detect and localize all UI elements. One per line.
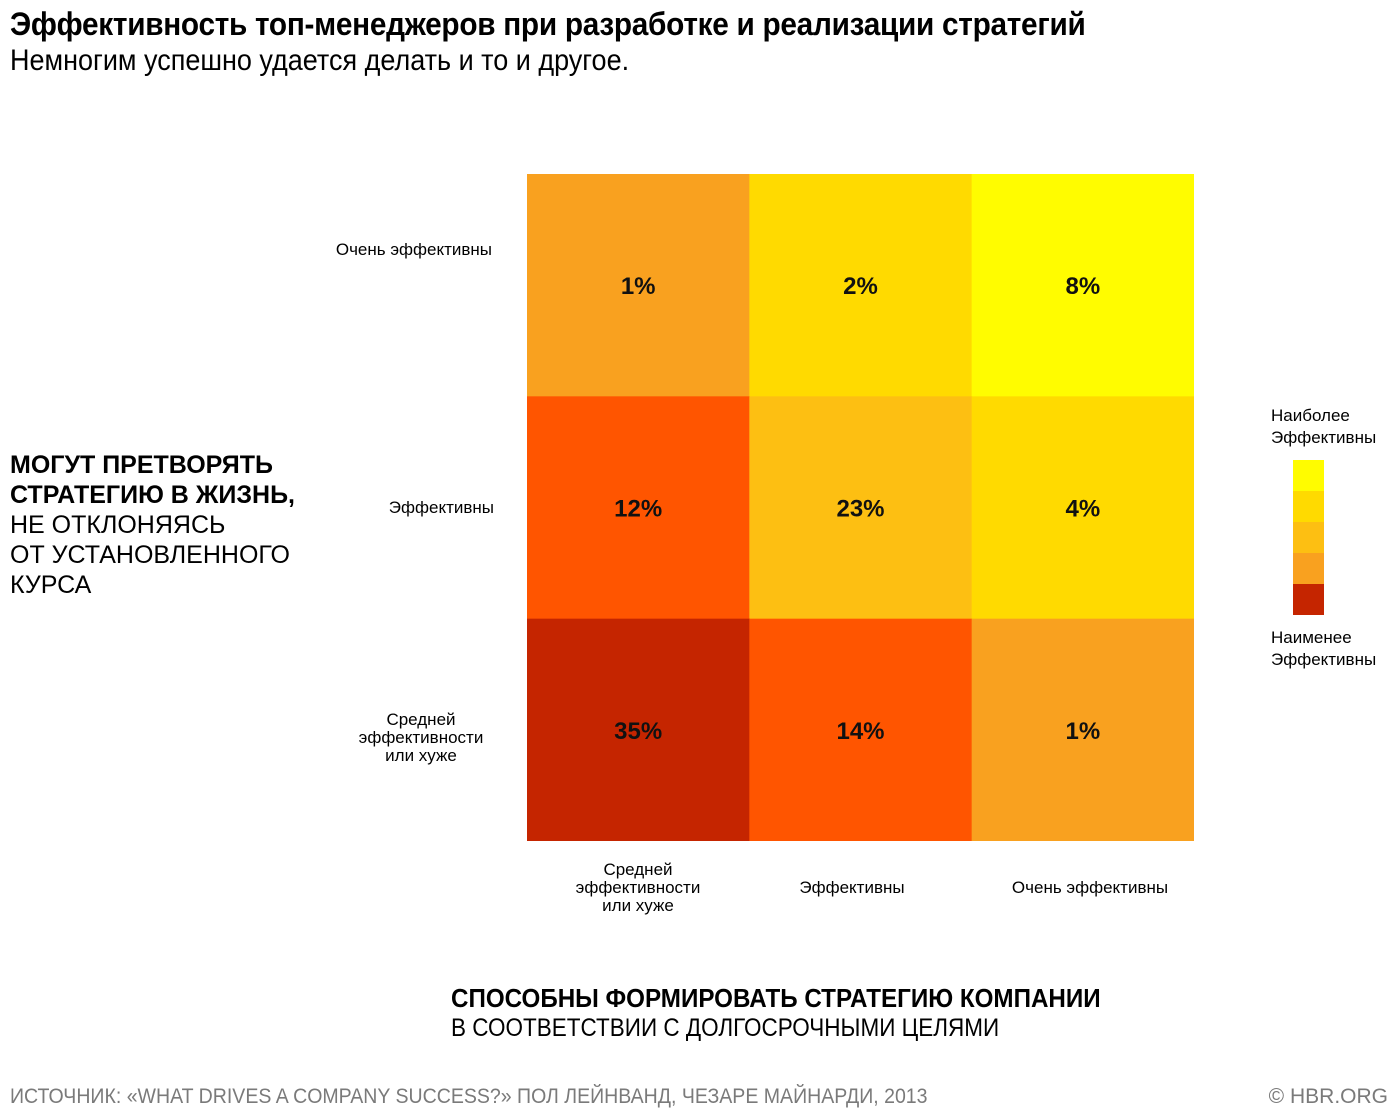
x-tick-label-line: Очень эффективны [1011, 878, 1169, 897]
heatmap-cell [749, 396, 973, 620]
y-axis-title-line: НЕ ОТКЛОНЯЯСЬ [10, 511, 226, 539]
heatmap-cell-value: 1% [621, 273, 656, 300]
y-tick-label-line: Эффективны [388, 498, 494, 517]
legend-swatch [1293, 522, 1324, 553]
heatmap-cell-value: 14% [836, 718, 884, 745]
heatmap: 1% 2% 8% 12% 23% 4% 35% 14% 1% [527, 174, 1194, 841]
y-tick-label-line: или хуже [385, 746, 457, 765]
x-tick-label-line: эффективности [575, 878, 701, 897]
heatmap-cell [971, 618, 1194, 841]
x-tick-label-line: или хуже [602, 896, 674, 915]
heatmap-cell [971, 396, 1194, 620]
heatmap-svg: 1% 2% 8% 12% 23% 4% 35% 14% 1% [527, 174, 1194, 841]
y-tick-label-effective: Эффективны [314, 499, 494, 517]
heatmap-cell-value: 12% [614, 496, 662, 523]
y-tick-label-average-or-worse: Средней эффективности или хуже [331, 711, 511, 765]
heatmap-cell [971, 174, 1194, 397]
chart-subtitle: Немногим успешно удается делать и то и д… [10, 44, 630, 77]
y-tick-label-line: Средней [386, 710, 456, 729]
x-tick-label-average-or-worse: Средней эффективности или хуже [527, 861, 749, 915]
legend-bottom-label: Наименее Эффективны [1271, 627, 1376, 671]
legend-label-line: Эффективны [1271, 428, 1377, 447]
legend-swatch [1293, 491, 1324, 522]
x-tick-label-very-effective: Очень эффективны [979, 879, 1201, 897]
heatmap-cell-value: 8% [1065, 273, 1100, 300]
y-axis-title-line: ОТ УСТАНОВЛЕННОГО [10, 541, 290, 569]
copyright-note: © HBR.ORG [1268, 1085, 1388, 1108]
legend-swatch [1293, 460, 1324, 491]
heatmap-cell-value: 2% [843, 273, 878, 300]
legend-swatch [1293, 553, 1324, 584]
y-axis-title-line: МОГУТ ПРЕТВОРЯТЬ [10, 451, 273, 479]
source-note: ИСТОЧНИК: «WHAT DRIVES A COMPANY SUCCESS… [10, 1085, 928, 1108]
legend-label-line: Наиболее [1271, 406, 1350, 425]
heatmap-cell [527, 396, 750, 620]
y-axis-title: МОГУТ ПРЕТВОРЯТЬ СТРАТЕГИЮ В ЖИЗНЬ, НЕ О… [10, 450, 295, 600]
x-tick-label-line: Эффективны [799, 878, 905, 897]
y-axis-title-line: СТРАТЕГИЮ В ЖИЗНЬ, [10, 481, 295, 509]
heatmap-cell [749, 618, 973, 841]
heatmap-cell [749, 174, 973, 397]
x-axis-title: СПОСОБНЫ ФОРМИРОВАТЬ СТРАТЕГИЮ КОМПАНИИ … [451, 983, 1150, 1043]
y-axis-title-line: КУРСА [10, 571, 92, 599]
legend-top-label: Наиболее Эффективны [1271, 405, 1376, 449]
y-tick-label-line: эффективности [358, 728, 484, 747]
x-tick-label-effective: Эффективны [741, 879, 963, 897]
legend-swatch [1293, 584, 1324, 615]
y-tick-label-line: Очень эффективны [335, 240, 492, 259]
heatmap-cell [527, 618, 750, 841]
legend-label-line: Наименее [1271, 628, 1352, 647]
legend-label-line: Эффективны [1271, 650, 1377, 669]
chart-title: Эффективность топ-менеджеров при разрабо… [10, 6, 1086, 42]
x-axis-title-bold: СПОСОБНЫ ФОРМИРОВАТЬ СТРАТЕГИЮ КОМПАНИИ [451, 983, 1101, 1013]
heatmap-cell-value: 23% [836, 496, 884, 523]
x-axis-title-light: В СООТВЕТСТВИИ С ДОЛГОСРОЧНЫМИ ЦЕЛЯМИ [451, 1014, 1000, 1042]
heatmap-cell [527, 174, 750, 397]
heatmap-cell-value: 4% [1065, 496, 1100, 523]
x-tick-label-line: Средней [603, 860, 673, 879]
y-tick-label-very-effective: Очень эффективны [312, 241, 492, 259]
heatmap-cell-value: 1% [1065, 718, 1100, 745]
legend-color-scale [1293, 460, 1324, 615]
heatmap-cell-value: 35% [614, 718, 662, 745]
